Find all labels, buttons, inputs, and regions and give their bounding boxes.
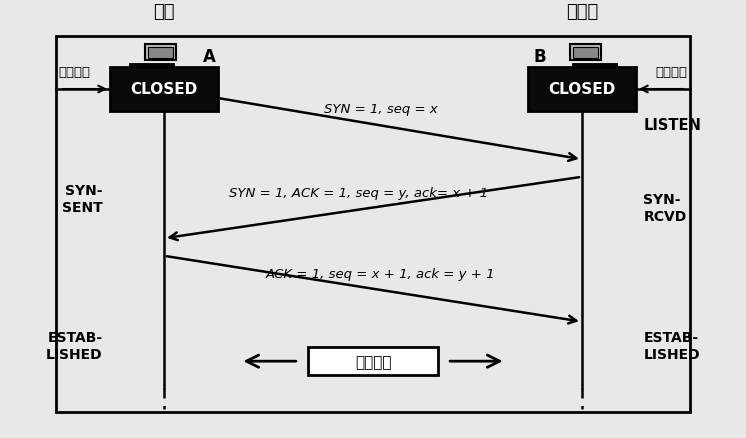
- Text: B: B: [533, 48, 546, 66]
- Text: CLOSED: CLOSED: [131, 82, 198, 97]
- Text: 被动打开: 被动打开: [656, 66, 688, 79]
- Text: SYN-
RCVD: SYN- RCVD: [644, 192, 686, 224]
- Text: A: A: [203, 48, 216, 66]
- Text: ACK = 1, seq = x + 1, ack = y + 1: ACK = 1, seq = x + 1, ack = y + 1: [266, 267, 495, 280]
- FancyBboxPatch shape: [573, 48, 598, 59]
- Text: 客户: 客户: [154, 3, 175, 21]
- FancyBboxPatch shape: [307, 347, 438, 376]
- Text: ESTAB-
LISHED: ESTAB- LISHED: [644, 330, 700, 362]
- Text: SYN = 1, ACK = 1, seq = y, ack= x + 1: SYN = 1, ACK = 1, seq = y, ack= x + 1: [228, 186, 488, 199]
- FancyBboxPatch shape: [570, 45, 601, 61]
- Text: LISTEN: LISTEN: [644, 117, 701, 132]
- Text: 数据传送: 数据传送: [355, 354, 391, 369]
- FancyBboxPatch shape: [148, 48, 173, 59]
- Text: SYN-
SENT: SYN- SENT: [62, 184, 103, 215]
- FancyBboxPatch shape: [527, 68, 636, 112]
- Text: 主动打开: 主动打开: [58, 66, 90, 79]
- Text: ESTAB-
LISHED: ESTAB- LISHED: [46, 330, 103, 362]
- FancyBboxPatch shape: [145, 45, 176, 61]
- FancyBboxPatch shape: [110, 68, 218, 112]
- Text: SYN = 1, seq = x: SYN = 1, seq = x: [324, 103, 437, 116]
- Text: CLOSED: CLOSED: [548, 82, 615, 97]
- Text: 服务器: 服务器: [565, 3, 598, 21]
